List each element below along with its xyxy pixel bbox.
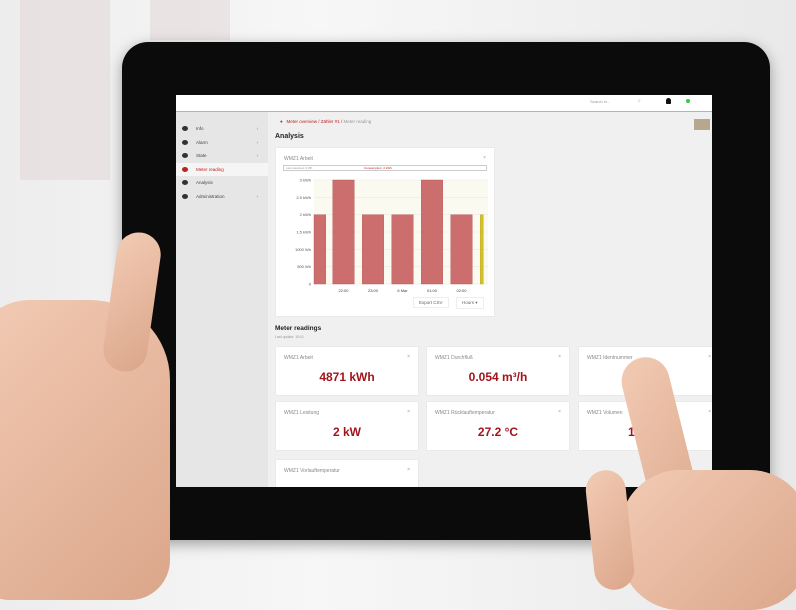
y-tick-label: 2.5 kWh: [296, 195, 311, 200]
sidebar: Info › Alarm › State › Meter reading Analysis Ad…: [176, 112, 268, 487]
reading-label: WMZ1 Volumen: [587, 410, 623, 416]
chart-icon: [182, 180, 188, 185]
close-icon[interactable]: ×: [483, 155, 486, 161]
x-tick-label: 22:00: [338, 288, 349, 293]
close-icon[interactable]: ×: [407, 354, 410, 360]
readings-title: Meter readings: [275, 325, 322, 332]
bar[interactable]: [313, 214, 326, 285]
sidebar-item[interactable]: Meter reading: [176, 162, 268, 176]
bell-icon[interactable]: [666, 98, 671, 104]
legend-center: Consumption: 2 kWh: [364, 166, 392, 170]
close-icon[interactable]: ×: [708, 354, 711, 360]
close-icon[interactable]: ×: [558, 409, 561, 415]
chart-legend: Last selected: 0 Wh Consumption: 2 kWh: [283, 165, 487, 171]
sidebar-item-label: Administration: [196, 193, 225, 199]
right-hand: [620, 470, 796, 610]
reading-card[interactable]: WMZ1 Durchfluß × 0.054 m³/h: [427, 347, 569, 395]
sidebar-item-label: Info: [196, 126, 204, 131]
bar[interactable]: [391, 214, 414, 285]
y-tick-label: 3 kWh: [300, 178, 311, 183]
x-tick-label: 02:00: [456, 288, 467, 293]
chevron-right-icon: ›: [256, 126, 259, 131]
info-icon: [182, 126, 188, 131]
reading-card[interactable]: WMZ1 Vorlauftemperatur × …: [276, 460, 418, 487]
reading-card[interactable]: WMZ1 Arbeit × 4871 kWh: [276, 347, 418, 395]
reading-value: 0.054 m³/h: [468, 370, 528, 384]
bar[interactable]: [450, 214, 473, 285]
bar[interactable]: [421, 179, 443, 285]
reading-label: WMZ1 Vorlauftemperatur: [284, 468, 340, 474]
chevron-right-icon: ›: [256, 139, 259, 145]
breadcrumb-item: Meter reading: [343, 119, 372, 124]
sidebar-item-label: Meter reading: [196, 166, 224, 172]
analysis-title: Analysis: [275, 133, 304, 140]
close-icon[interactable]: ×: [558, 354, 561, 360]
reading-value: 2 kW: [332, 425, 361, 439]
range-dropdown[interactable]: Hours ▾: [456, 297, 484, 309]
reading-card[interactable]: WMZ1 Leistung × 2 kW: [276, 402, 418, 450]
sidebar-item[interactable]: Info ›: [176, 122, 268, 135]
state-icon: [182, 153, 188, 158]
bar[interactable]: [362, 214, 384, 285]
search-input[interactable]: Search in...: [590, 99, 611, 104]
meter-icon: [182, 166, 188, 172]
search-icon[interactable]: ⌕: [638, 98, 641, 104]
close-icon[interactable]: ×: [407, 467, 410, 473]
y-tick-label: 500 Wh: [297, 264, 311, 269]
y-tick-label: 0: [309, 282, 312, 287]
chart-card: WMZ1 Arbeit × Last selected: 0 Wh Consum…: [276, 148, 494, 316]
close-icon[interactable]: ×: [708, 409, 711, 415]
app-screen: Search in... ⌕ Info › Alarm › State › Meter re…: [176, 95, 712, 487]
reading-card[interactable]: WMZ1 Rücklauftemperatur × 27.2 °C: [427, 402, 569, 450]
export-csv-button[interactable]: Export CSV: [413, 297, 449, 308]
sidebar-item[interactable]: State ›: [176, 149, 268, 162]
x-tick-label: 01:00: [427, 288, 438, 293]
readings-subtitle: Last update: 15:01: [275, 335, 304, 339]
chart-title: WMZ1 Arbeit: [284, 156, 313, 162]
reading-value: 4871 kWh: [319, 370, 375, 384]
y-tick-label: 1000 Wh: [295, 247, 311, 252]
breadcrumb: ● Meter overview / Zähler #1 / Meter rea…: [280, 119, 372, 124]
wrench-icon: [182, 193, 188, 199]
top-bar: Search in... ⌕: [176, 95, 712, 112]
sidebar-item-label: State: [196, 153, 207, 158]
reading-label: WMZ1 Arbeit: [284, 355, 313, 361]
home-icon[interactable]: ●: [280, 119, 283, 124]
warning-icon: [182, 139, 188, 145]
background-decoration: [150, 0, 230, 40]
y-tick-label: 2 kWh: [300, 212, 311, 217]
reading-label: WMZ1 Leistung: [284, 410, 320, 416]
sidebar-item[interactable]: Alarm ›: [176, 136, 268, 149]
bar-chart: 0 500 Wh 1000 Wh 1.5 kWh 2 kWh 2.5 kWh 3 kWh 22…: [295, 178, 488, 293]
breadcrumb-item[interactable]: Zähler #1: [320, 119, 340, 124]
chevron-right-icon: ›: [256, 153, 259, 158]
x-tick-label: 6 Mar: [397, 288, 408, 293]
breadcrumb-item[interactable]: Meter overview: [286, 119, 317, 124]
chevron-right-icon: ›: [256, 193, 259, 199]
close-icon[interactable]: ×: [407, 409, 410, 415]
sidebar-item-label: Analysis: [196, 180, 213, 185]
reading-label: WMZ1 Durchfluß: [435, 355, 473, 361]
background-decoration: [20, 0, 110, 180]
bar[interactable]: [480, 214, 484, 285]
reading-label: WMZ1 Identnummer: [587, 355, 633, 361]
sidebar-item[interactable]: Analysis: [176, 176, 268, 189]
sidebar-item[interactable]: Administration ›: [176, 190, 268, 203]
reading-label: WMZ1 Rücklauftemperatur: [435, 410, 495, 416]
reading-value: …: [276, 483, 418, 487]
status-indicator-icon: [686, 99, 690, 103]
x-tick-label: 23:00: [368, 288, 379, 293]
y-tick-label: 1.5 kWh: [296, 230, 311, 235]
action-button[interactable]: [694, 119, 710, 130]
legend-left: Last selected: 0 Wh: [286, 166, 313, 170]
reading-value: 27.2 °C: [477, 425, 519, 439]
bar[interactable]: [332, 179, 355, 285]
sidebar-item-label: Alarm: [196, 139, 208, 145]
